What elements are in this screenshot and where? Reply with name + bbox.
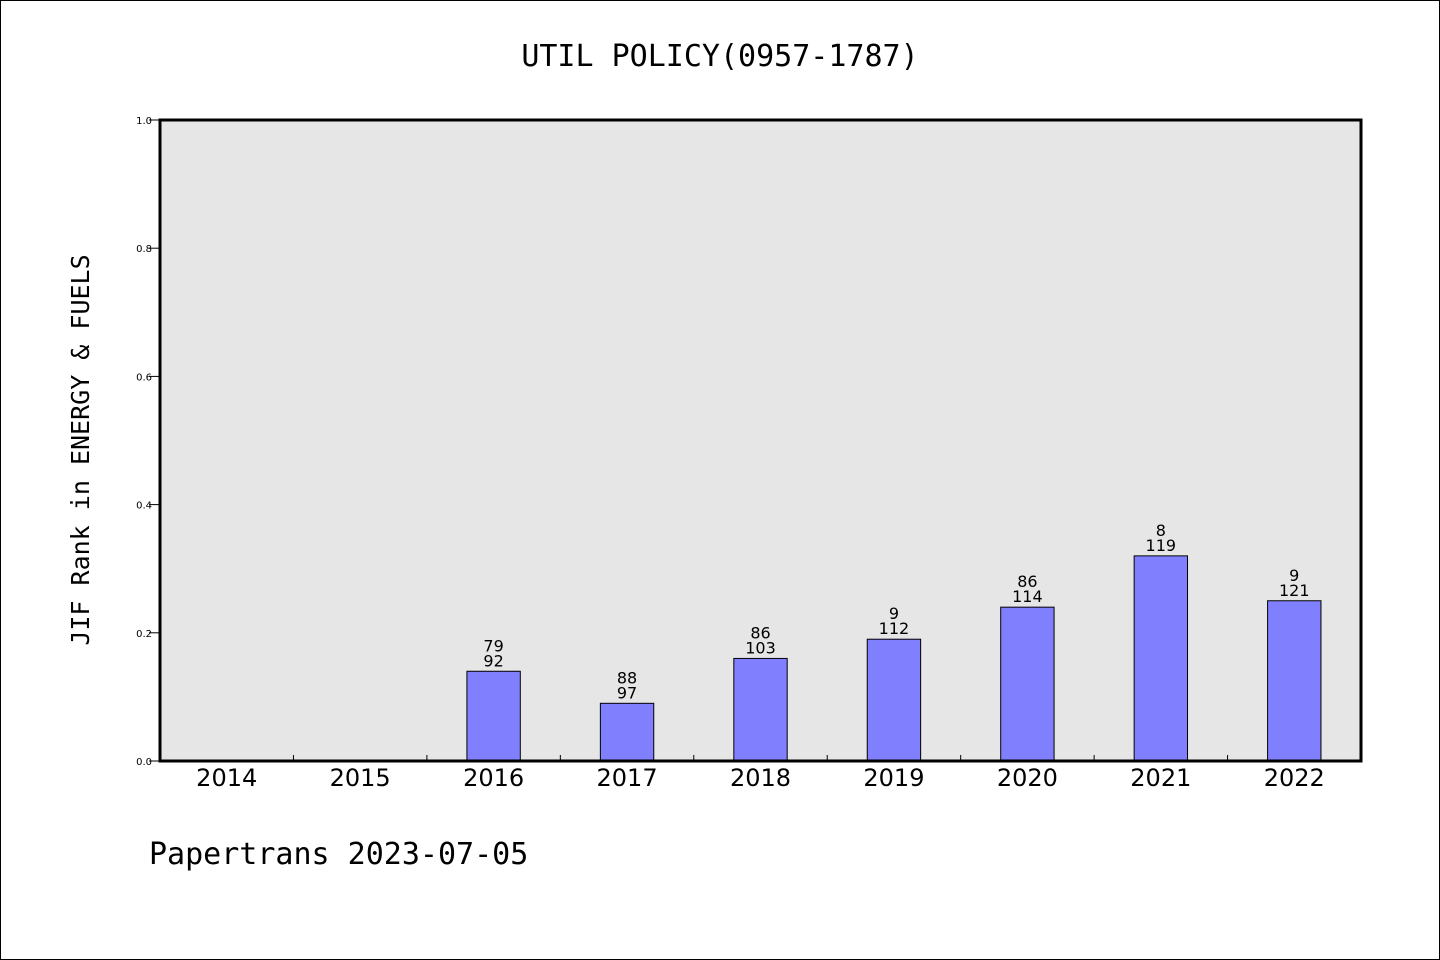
footer-watermark: Papertrans 2023-07-05 (149, 837, 528, 872)
bar-total-label: 97 (617, 683, 637, 702)
bar (466, 670, 521, 762)
x-tick-label: 2022 (1264, 764, 1325, 792)
bar (599, 702, 655, 762)
bar (733, 657, 788, 762)
x-tick-label: 2018 (730, 764, 791, 792)
bar-rank-label: 86 (750, 623, 770, 642)
y-tick-label: 0.6 (136, 372, 152, 383)
bar-rank-label: 79 (483, 636, 503, 655)
bar (1133, 555, 1189, 762)
bar-total-label: 92 (483, 651, 503, 670)
x-tick-label: 2020 (997, 764, 1058, 792)
bar (1000, 606, 1055, 762)
x-tick-label: 2015 (330, 764, 391, 792)
y-axis-ticks: 0.0 0.2 0.4 0.6 0.8 1.0 (136, 116, 160, 768)
bar-rank-label: 8 (1156, 521, 1166, 540)
chart-title: UTIL POLICY(0957-1787) (521, 39, 918, 74)
bar-total-label: 112 (879, 619, 910, 638)
bar-rank-label: 86 (1017, 572, 1037, 591)
bar (866, 638, 922, 762)
bars (466, 555, 1322, 762)
x-tick-label: 2016 (463, 764, 524, 792)
bar-rank-label: 9 (1289, 566, 1299, 585)
y-tick-label: 0.0 (136, 757, 152, 768)
bar-total-label: 114 (1012, 587, 1043, 606)
bar-rank-label: 88 (617, 668, 637, 687)
y-tick-label: 0.8 (136, 244, 152, 255)
y-tick-label: 1.0 (136, 116, 152, 127)
bar-rank-label: 9 (889, 604, 899, 623)
y-tick-label: 0.4 (136, 501, 152, 512)
x-axis-ticks: 2014 2015 2016 2017 2018 2019 2020 2021 2022 (196, 755, 1325, 792)
bar-total-label: 119 (1146, 536, 1177, 555)
x-tick-label: 2014 (196, 764, 257, 792)
bar (1267, 600, 1322, 762)
plot-border (158, 118, 1363, 763)
bar-total-label: 103 (745, 638, 776, 657)
x-tick-label: 2019 (863, 764, 924, 792)
x-tick-label: 2017 (597, 764, 658, 792)
y-tick-label: 0.2 (136, 629, 152, 640)
bar-total-label: 121 (1279, 581, 1310, 600)
x-tick-label: 2021 (1130, 764, 1191, 792)
y-axis-label: JIF Rank in ENERGY & FUELS (66, 254, 95, 645)
